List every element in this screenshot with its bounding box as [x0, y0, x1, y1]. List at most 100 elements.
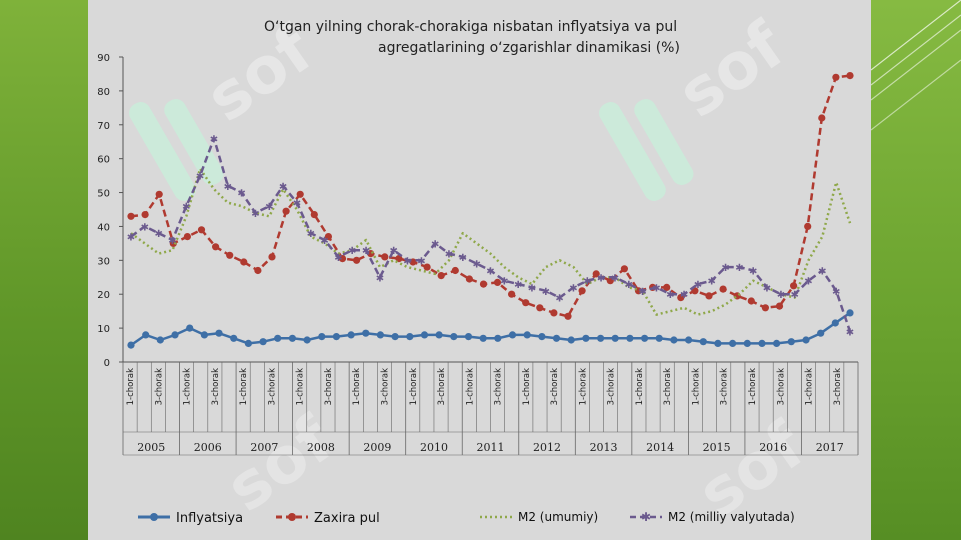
watermark-logo-left [129, 99, 224, 201]
point-inflyatsiya [200, 331, 208, 339]
quarter-label: 1-chorak [352, 368, 362, 405]
left-green-band [0, 0, 88, 540]
point-m2-milliy-valyutada: ✱ [652, 283, 660, 294]
point-zaxira-pul [437, 272, 445, 280]
quarter-label: 3-chorak [324, 368, 334, 405]
point-m2-milliy-valyutada: ✱ [403, 256, 411, 267]
point-inflyatsiya [303, 336, 311, 344]
point-inflyatsiya [244, 339, 252, 347]
point-zaxira-pul [451, 266, 459, 275]
point-inflyatsiya [567, 336, 575, 344]
point-zaxira-pul [761, 304, 770, 312]
point-m2-milliy-valyutada: ✱ [390, 246, 398, 257]
point-m2-milliy-valyutada: ✱ [237, 189, 245, 200]
year-label: 2013 [590, 441, 618, 454]
point-zaxira-pul [775, 302, 784, 310]
point-zaxira-pul [282, 207, 290, 215]
point-inflyatsiya [391, 333, 399, 341]
y-tick-label: 0 [104, 358, 110, 369]
year-label: 2015 [703, 441, 731, 454]
point-m2-milliy-valyutada: ✱ [445, 250, 453, 261]
point-inflyatsiya [582, 334, 590, 342]
point-m2-milliy-valyutada: ✱ [376, 273, 384, 284]
point-m2-milliy-valyutada: ✱ [514, 280, 522, 291]
point-m2-milliy-valyutada: ✱ [473, 260, 481, 271]
point-m2-milliy-valyutada: ✱ [320, 236, 328, 247]
point-m2-milliy-valyutada: ✱ [168, 236, 176, 247]
point-inflyatsiya [156, 336, 164, 344]
quarter-label: 3-chorak [267, 368, 277, 405]
point-zaxira-pul [169, 239, 177, 247]
point-inflyatsiya [259, 338, 267, 346]
point-zaxira-pul [790, 282, 798, 290]
point-zaxira-pul [127, 212, 135, 220]
point-inflyatsiya [538, 333, 546, 341]
point-zaxira-pul [310, 211, 318, 219]
point-m2-milliy-valyutada: ✱ [486, 267, 494, 278]
point-zaxira-pul [508, 290, 516, 298]
point-m2-milliy-valyutada: ✱ [694, 280, 702, 291]
point-zaxira-pul [606, 277, 614, 285]
quarter-label: 1-chorak [691, 368, 701, 405]
point-zaxira-pul [536, 304, 544, 312]
point-inflyatsiya [171, 331, 179, 339]
chart-title-line1: O‘tgan yilning chorak-chorakiga nisbatan… [264, 19, 677, 35]
point-m2-milliy-valyutada: ✱ [708, 277, 716, 288]
point-m2-milliy-valyutada: ✱ [555, 294, 563, 305]
quarter-label: 1-chorak [635, 368, 645, 405]
point-inflyatsiya [406, 333, 414, 341]
point-m2-milliy-valyutada: ✱ [348, 246, 356, 257]
right-green-band [871, 0, 961, 540]
point-m2-milliy-valyutada: ✱ [832, 287, 840, 298]
legend-item-m2-umumiy: M2 (umumiy) [480, 510, 598, 524]
point-m2-milliy-valyutada: ✱ [749, 267, 757, 278]
point-m2-milliy-valyutada: ✱ [542, 287, 550, 298]
point-inflyatsiya [435, 331, 443, 339]
point-inflyatsiya [318, 333, 326, 341]
point-m2-milliy-valyutada: ✱ [804, 277, 812, 288]
point-m2-milliy-valyutada: ✱ [611, 273, 619, 284]
point-inflyatsiya [362, 329, 370, 337]
point-zaxira-pul [465, 275, 473, 283]
point-m2-milliy-valyutada: ✱ [791, 290, 799, 301]
quarter-label: 1-chorak [409, 368, 419, 405]
point-zaxira-pul [747, 297, 755, 305]
year-label: 2012 [533, 441, 561, 454]
point-zaxira-pul [296, 190, 304, 198]
point-m2-milliy-valyutada: ✱ [638, 287, 646, 298]
point-zaxira-pul [592, 270, 600, 278]
point-inflyatsiya [699, 338, 707, 346]
point-zaxira-pul [522, 299, 530, 307]
point-m2-milliy-valyutada: ✱ [196, 172, 204, 183]
point-zaxira-pul [353, 256, 361, 264]
point-zaxira-pul [550, 309, 558, 317]
point-zaxira-pul [479, 280, 488, 288]
quarter-label: 1-chorak [522, 368, 532, 405]
point-inflyatsiya [274, 334, 282, 342]
point-m2-milliy-valyutada: ✱ [210, 134, 218, 145]
quarter-label: 1-chorak [296, 368, 306, 405]
point-m2-milliy-valyutada: ✱ [777, 290, 785, 301]
y-tick-labels: 0 10 20 30 40 50 60 70 80 90 [97, 53, 123, 369]
year-label: 2010 [420, 441, 448, 454]
year-label: 2011 [477, 441, 505, 454]
point-m2-milliy-valyutada: ✱ [431, 239, 439, 250]
quarter-label: 3-chorak [154, 368, 164, 405]
series-line-inflyatsiya [130, 311, 851, 347]
point-m2-milliy-valyutada: ✱ [735, 263, 743, 274]
point-zaxira-pul [226, 251, 234, 259]
point-inflyatsiya [831, 319, 839, 327]
point-m2-milliy-valyutada: ✱ [583, 277, 591, 288]
point-m2-milliy-valyutada: ✱ [763, 283, 771, 294]
point-inflyatsiya [714, 339, 722, 347]
legend-star-icon: ✱ [641, 510, 651, 524]
y-tick-label: 50 [97, 189, 110, 200]
point-m2-milliy-valyutada: ✱ [279, 182, 287, 193]
point-m2-milliy-valyutada: ✱ [528, 283, 536, 294]
quarter-label: 3-chorak [494, 368, 504, 405]
point-zaxira-pul [832, 73, 840, 81]
series-line-zaxira-pul [130, 74, 851, 318]
legend-label-zaxira-pul: Zaxira pul [314, 511, 380, 526]
year-label: 2006 [194, 441, 222, 454]
point-m2-milliy-valyutada: ✱ [625, 280, 633, 291]
